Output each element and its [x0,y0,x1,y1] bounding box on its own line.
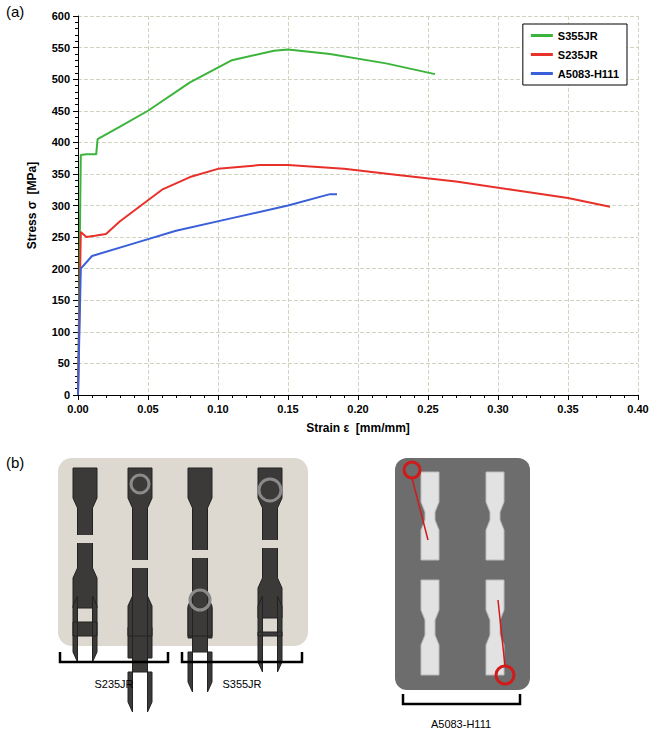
svg-text:0.35: 0.35 [557,403,578,415]
svg-text:0: 0 [64,389,70,401]
svg-text:600: 600 [52,10,70,22]
svg-text:550: 550 [52,42,70,54]
svg-text:A5083-H111: A5083-H111 [431,718,491,730]
svg-text:0.30: 0.30 [487,403,508,415]
svg-text:100: 100 [52,326,70,338]
svg-text:150: 150 [52,294,70,306]
svg-text:250: 250 [52,231,70,243]
svg-text:400: 400 [52,136,70,148]
svg-text:Strain ε [mm/mm]: Strain ε [mm/mm] [306,421,410,435]
svg-text:0.20: 0.20 [347,403,368,415]
svg-text:350: 350 [52,168,70,180]
svg-text:450: 450 [52,105,70,117]
svg-text:0.05: 0.05 [137,403,158,415]
svg-text:0.00: 0.00 [67,403,88,415]
svg-text:0.10: 0.10 [207,403,228,415]
svg-text:500: 500 [52,73,70,85]
svg-text:(b): (b) [6,454,24,471]
svg-text:0.15: 0.15 [277,403,298,415]
svg-text:(a): (a) [6,3,24,20]
svg-text:0.25: 0.25 [417,403,438,415]
svg-text:0.40: 0.40 [627,403,648,415]
svg-text:S235JR: S235JR [558,49,598,61]
svg-text:S355JR: S355JR [222,678,261,690]
svg-text:50: 50 [58,357,70,369]
svg-text:A5083-H111: A5083-H111 [558,68,619,80]
svg-text:Stress σ [MPa]: Stress σ [MPa] [25,162,39,250]
svg-text:S355JR: S355JR [558,30,598,42]
svg-text:S235JR: S235JR [94,678,133,690]
svg-text:300: 300 [52,200,70,212]
svg-text:200: 200 [52,263,70,275]
